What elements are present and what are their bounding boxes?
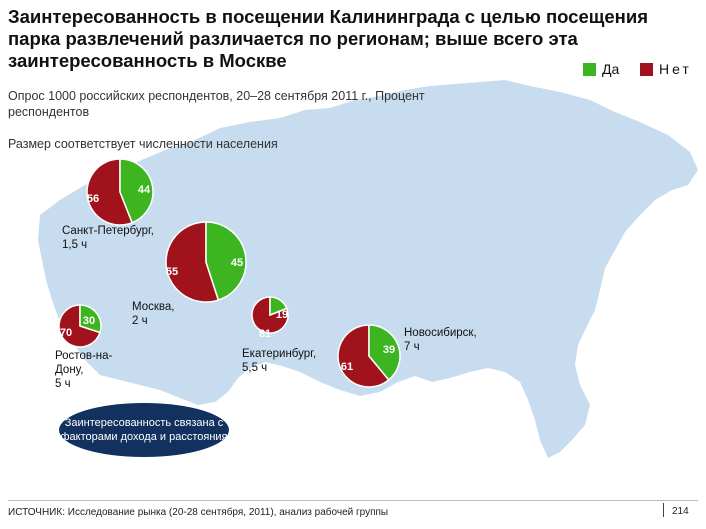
pie-slice-yes-ekb <box>269 296 288 317</box>
legend-yes-label: Да <box>602 61 620 77</box>
city-label-nsk: Новосибирск, 7 ч <box>404 326 477 354</box>
city-name-moscow: Москва, <box>132 301 175 313</box>
survey-subtitle: Опрос 1000 российских респондентов, 20–2… <box>8 89 425 119</box>
city-name-rostov: Ростов-на-Дону, <box>55 350 113 376</box>
city-name-ekb: Екатеринбург, <box>242 348 317 360</box>
pie-slice-yes-nsk <box>368 324 401 381</box>
pie-slice-yes-rostov <box>79 304 102 334</box>
pie-value-no-nsk: 61 <box>341 361 353 373</box>
page-number: 214 <box>672 506 689 517</box>
pie-slice-yes-spb <box>119 158 154 224</box>
pie-value-no-spb: 56 <box>87 193 99 205</box>
source-note: ИСТОЧНИК: Исследование рынка (20-28 сент… <box>8 507 389 518</box>
legend-no: Нет <box>640 60 692 78</box>
city-time-spb: 1,5 ч <box>62 239 88 251</box>
city-time-nsk: 7 ч <box>404 341 420 353</box>
city-time-rostov: 5 ч <box>55 378 71 390</box>
legend-yes: Да <box>583 60 619 78</box>
pie-slice-no-spb <box>86 158 134 226</box>
legend-no-swatch <box>640 62 653 76</box>
pie-value-yes-spb: 44 <box>138 184 151 196</box>
pie-slice-no-nsk <box>337 324 390 388</box>
pie-value-no-moscow: 55 <box>166 266 178 278</box>
russia-map-silhouette <box>38 80 698 458</box>
legend-no-label: Нет <box>659 61 692 77</box>
page-number-divider <box>663 503 664 517</box>
city-name-spb: Санкт-Петербург, <box>62 225 154 237</box>
size-note: Размер соответствует численности населен… <box>8 137 278 151</box>
pie-slice-yes-moscow <box>205 221 247 301</box>
pie-value-no-ekb: 81 <box>259 328 271 340</box>
city-time-ekb: 5,5 ч <box>242 362 268 374</box>
pie-value-no-rostov: 70 <box>60 327 72 339</box>
pie-value-yes-rostov: 30 <box>83 315 95 327</box>
city-label-rostov: Ростов-на-Дону, 5 ч <box>55 349 125 391</box>
pie-value-yes-ekb: 19 <box>276 309 288 321</box>
city-label-spb: Санкт-Петербург, 1,5 ч <box>62 224 154 252</box>
legend-yes-swatch <box>583 62 596 76</box>
city-time-moscow: 2 ч <box>132 315 148 327</box>
pie-value-yes-moscow: 45 <box>231 257 243 269</box>
pie-value-yes-nsk: 39 <box>383 344 395 356</box>
insight-callout: Заинтересованность связана с факторами д… <box>59 403 229 457</box>
city-label-moscow: Москва, 2 ч <box>132 300 174 328</box>
page-title: Заинтересованность в посещении Калинингр… <box>8 6 648 71</box>
city-name-nsk: Новосибирск, <box>404 327 477 339</box>
footer-divider <box>8 500 698 501</box>
city-label-ekb: Екатеринбург, 5,5 ч <box>242 347 316 375</box>
